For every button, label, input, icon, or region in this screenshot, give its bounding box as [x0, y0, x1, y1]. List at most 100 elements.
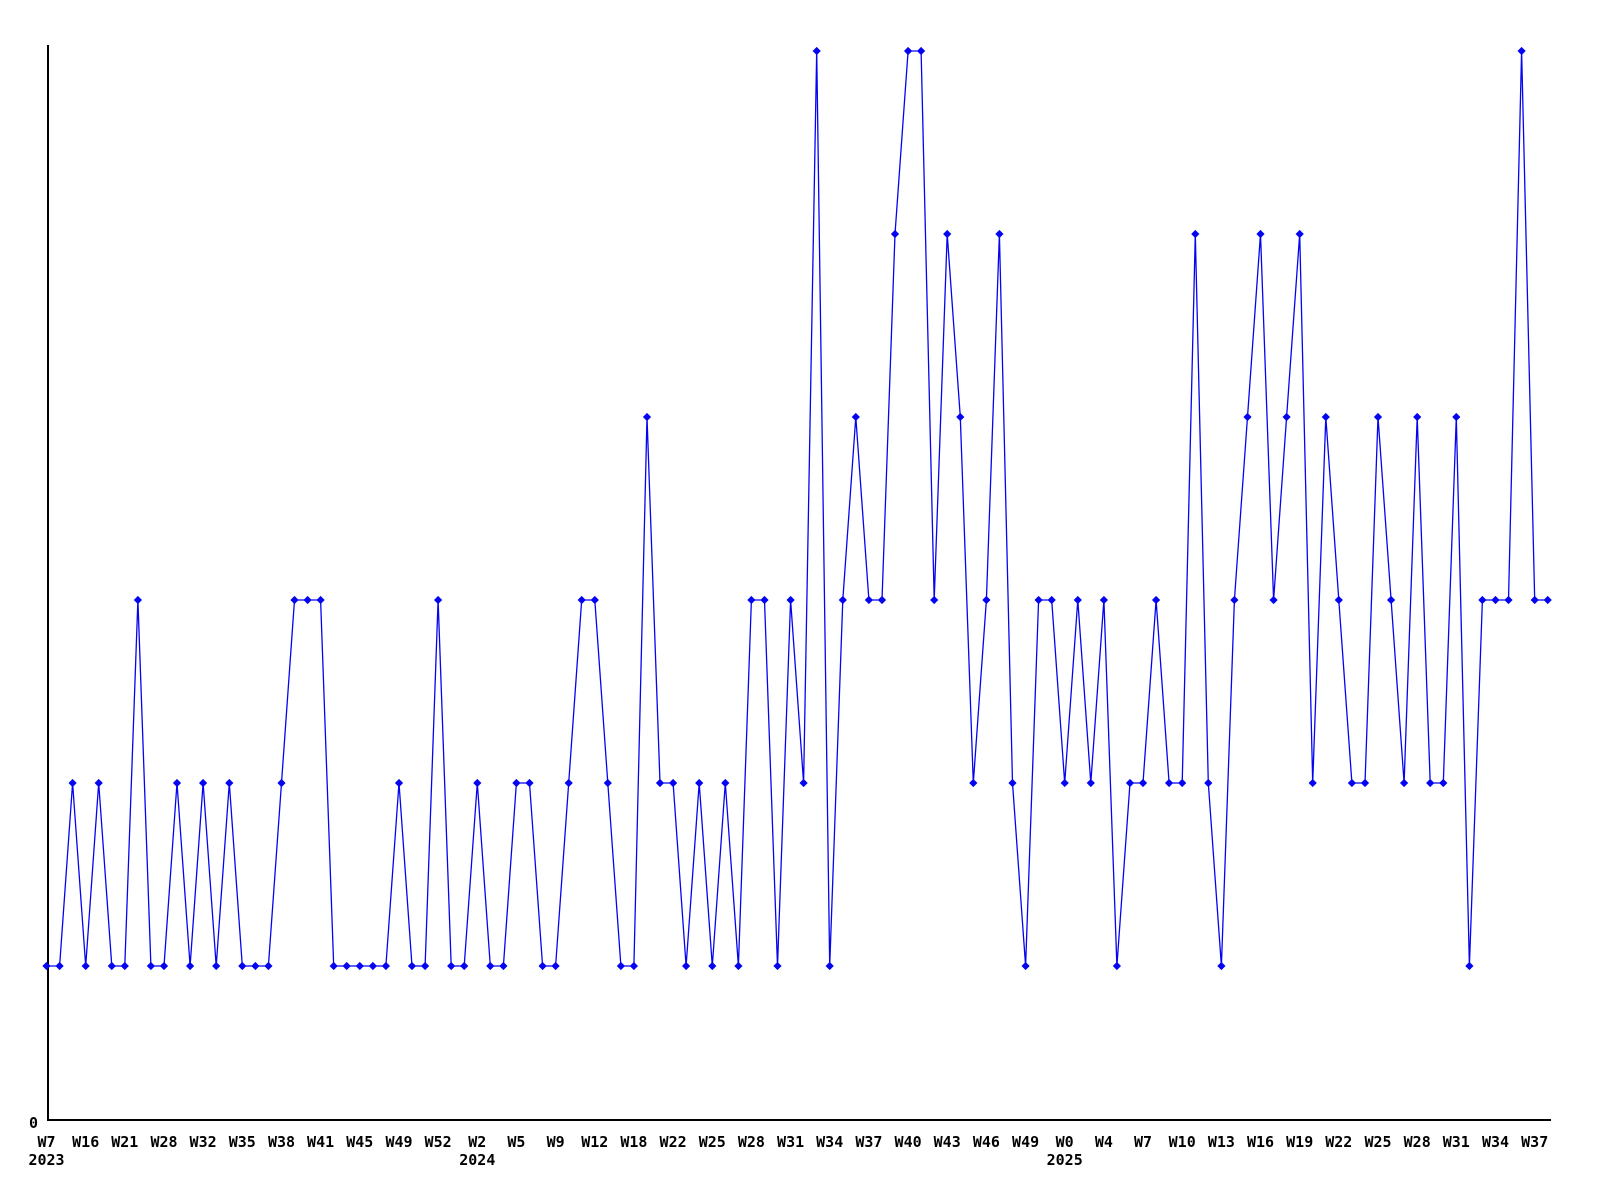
data-point-marker: [433, 595, 443, 605]
data-point-marker: [1086, 778, 1095, 788]
data-point-marker: [1151, 595, 1161, 605]
data-point-marker: [538, 961, 547, 971]
data-point-marker: [1256, 229, 1265, 239]
data-point-marker: [486, 961, 495, 971]
data-point-marker: [368, 961, 378, 971]
data-point-marker: [42, 961, 51, 971]
data-point-marker: [760, 595, 769, 605]
data-point-marker: [956, 412, 965, 422]
data-point-marker: [590, 595, 599, 605]
data-point-marker: [1491, 595, 1500, 605]
x-tick-week-label: W9: [547, 1133, 565, 1151]
x-tick-week-label: W46: [973, 1133, 1000, 1151]
data-point-marker: [1191, 229, 1200, 239]
data-point-marker: [499, 961, 508, 971]
data-point-marker: [1021, 961, 1030, 971]
data-point-marker: [1178, 778, 1187, 788]
data-point-marker: [185, 961, 195, 971]
x-tick-year-label: 2025: [1047, 1151, 1083, 1169]
data-point-marker: [1399, 778, 1409, 788]
data-point-marker: [1452, 412, 1461, 422]
data-point-marker: [290, 595, 299, 605]
data-point-marker: [681, 961, 691, 971]
data-point-marker: [838, 595, 847, 605]
data-point-marker: [525, 778, 534, 788]
data-point-marker: [238, 961, 247, 971]
data-point-marker: [447, 961, 456, 971]
data-point-marker: [81, 961, 90, 971]
data-point-marker: [721, 778, 730, 788]
data-point-marker: [94, 778, 103, 788]
data-point-marker: [172, 778, 182, 788]
x-tick-week-label: W19: [1286, 1133, 1313, 1151]
data-point-marker: [969, 778, 978, 788]
data-point-marker: [773, 961, 782, 971]
data-point-marker: [133, 595, 143, 605]
y-axis-zero-label: 0: [29, 1114, 38, 1132]
data-point-marker: [1413, 412, 1422, 422]
data-point-marker: [890, 229, 900, 239]
data-point-marker: [877, 595, 887, 605]
x-tick-week-label: W21: [111, 1133, 138, 1151]
x-tick-week-label: W31: [1443, 1133, 1470, 1151]
data-point-marker: [1543, 595, 1552, 605]
x-tick-week-label: W52: [425, 1133, 452, 1151]
data-point-marker: [159, 961, 169, 971]
data-point-marker: [916, 46, 926, 56]
x-tick-week-label: W25: [699, 1133, 726, 1151]
data-point-marker: [1504, 595, 1513, 605]
data-point-marker: [799, 778, 808, 788]
data-point-marker: [329, 961, 338, 971]
x-tick-week-label: W45: [346, 1133, 373, 1151]
data-point-marker: [1034, 595, 1043, 605]
data-point-marker: [251, 961, 260, 971]
data-point-marker: [355, 961, 364, 971]
data-point-marker: [120, 961, 129, 971]
data-point-marker: [551, 961, 560, 971]
data-point-marker: [812, 46, 821, 56]
data-point-marker: [1530, 595, 1539, 605]
data-point-marker: [342, 961, 351, 971]
data-point-marker: [1386, 595, 1396, 605]
data-point-marker: [394, 778, 404, 788]
x-tick-week-label: W37: [1521, 1133, 1548, 1151]
data-point-marker: [1321, 412, 1330, 422]
data-point-marker: [1217, 961, 1226, 971]
data-point-marker: [1099, 595, 1109, 605]
data-point-marker: [825, 961, 834, 971]
x-tick-week-label: W49: [1012, 1133, 1039, 1151]
data-point-marker: [1047, 595, 1056, 605]
data-point-marker: [708, 961, 717, 971]
data-point-marker: [1073, 595, 1082, 605]
x-tick-year-label: 2024: [459, 1151, 495, 1169]
data-point-marker: [930, 595, 939, 605]
data-point-marker: [943, 229, 952, 239]
data-point-marker: [668, 778, 678, 788]
data-point-marker: [107, 961, 116, 971]
series-polyline: [46, 50, 1548, 967]
x-tick-week-label: W34: [1482, 1133, 1509, 1151]
x-tick-week-label: W12: [581, 1133, 608, 1151]
x-tick-week-label: W22: [660, 1133, 687, 1151]
x-tick-week-label: W38: [268, 1133, 295, 1151]
x-tick-week-label: W41: [307, 1133, 334, 1151]
x-tick-week-label: W34: [816, 1133, 843, 1151]
x-tick-week-label: W28: [1404, 1133, 1431, 1151]
data-point-marker: [564, 778, 573, 788]
data-point-marker: [603, 778, 612, 788]
data-point-marker: [734, 961, 743, 971]
data-point-marker: [1204, 778, 1213, 788]
data-point-marker: [747, 595, 756, 605]
x-tick-week-label: W18: [620, 1133, 647, 1151]
data-point-marker: [212, 961, 221, 971]
data-point-marker: [1426, 778, 1435, 788]
x-tick-week-label: W35: [229, 1133, 256, 1151]
x-tick-week-label: W43: [934, 1133, 961, 1151]
data-line: [46, 50, 1548, 967]
data-point-marker: [982, 595, 991, 605]
data-point-marker: [786, 595, 795, 605]
x-tick-week-label: W31: [777, 1133, 804, 1151]
data-point-marker: [616, 961, 626, 971]
data-point-marker: [1125, 778, 1135, 788]
x-tick-week-label: W16: [1247, 1133, 1274, 1151]
